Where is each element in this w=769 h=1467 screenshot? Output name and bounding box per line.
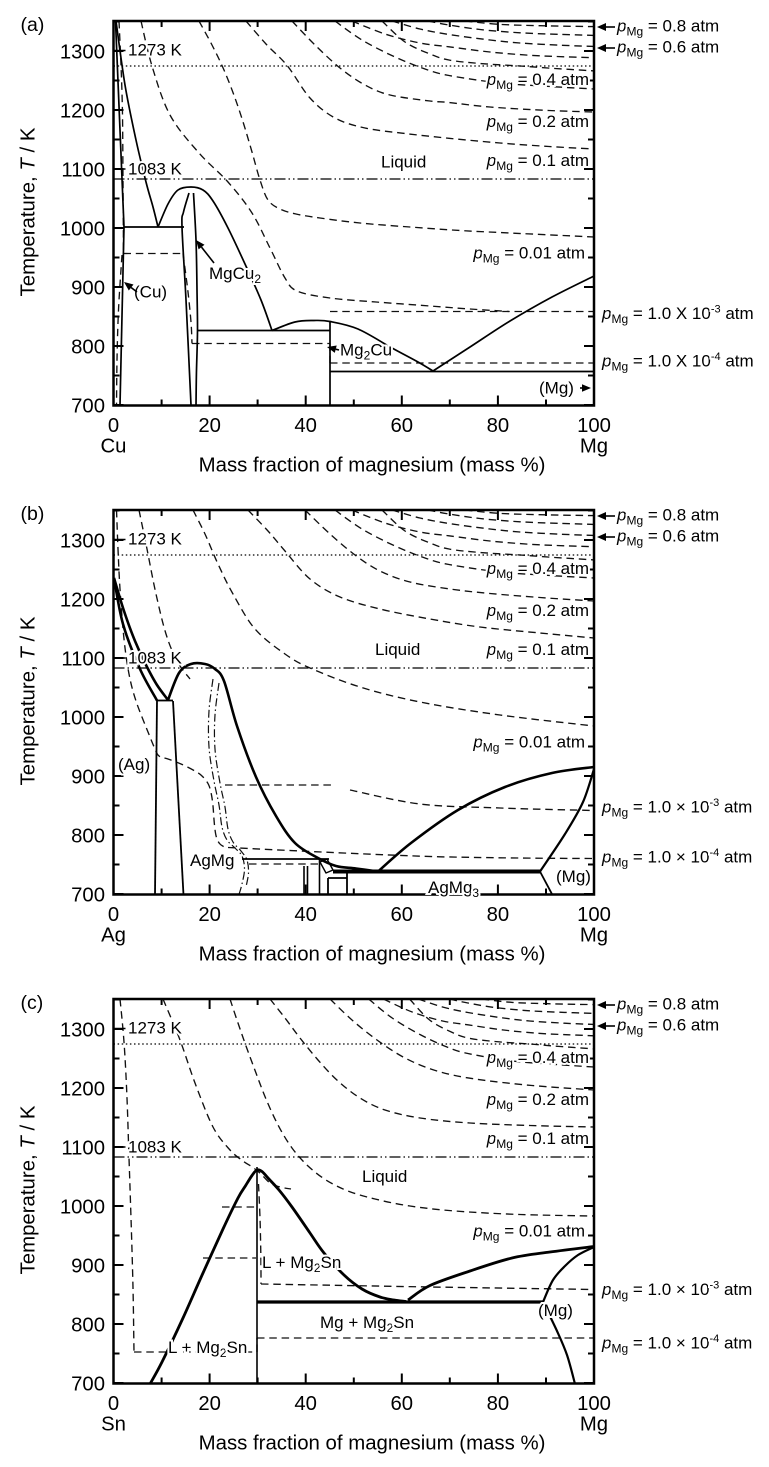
svg-text:(Cu): (Cu) — [134, 283, 167, 302]
svg-text:MgCu2​: MgCu2​ — [209, 264, 261, 286]
svg-text:pMg = 0.4 atm: pMg = 0.4 atm — [486, 559, 589, 581]
svg-text:Mg: Mg — [580, 1414, 608, 1436]
svg-text:1273 K: 1273 K — [128, 41, 183, 60]
svg-text:(Mg): (Mg) — [538, 1301, 573, 1320]
svg-text:(b): (b) — [21, 503, 45, 525]
svg-text:1000: 1000 — [60, 218, 105, 240]
svg-text:pMg = 0.2 atm: pMg = 0.2 atm — [486, 601, 589, 623]
svg-text:pMg = 0.8 atm: pMg = 0.8 atm — [616, 995, 719, 1017]
svg-text:1000: 1000 — [60, 1196, 105, 1218]
svg-text:(Mg): (Mg) — [539, 379, 574, 398]
svg-text:1300: 1300 — [60, 41, 105, 63]
svg-text:pMg = 0.6 atm: pMg = 0.6 atm — [616, 38, 719, 60]
svg-text:AgMg3​: AgMg3​ — [428, 878, 479, 900]
svg-text:700: 700 — [71, 395, 105, 417]
svg-text:60: 60 — [391, 1393, 414, 1415]
svg-text:pMg = 1.0 × 10-3 atm: pMg = 1.0 × 10-3 atm — [601, 1280, 752, 1303]
svg-text:Liquid: Liquid — [375, 640, 420, 659]
svg-text:(a): (a) — [21, 14, 45, 36]
svg-text:1200: 1200 — [60, 1078, 105, 1100]
svg-text:pMg = 0.1 atm: pMg = 0.1 atm — [486, 1129, 589, 1151]
svg-text:pMg = 1.0 × 10-4 atm: pMg = 1.0 × 10-4 atm — [601, 847, 752, 870]
svg-text:700: 700 — [71, 884, 105, 906]
svg-text:pMg = 0.6 atm: pMg = 0.6 atm — [616, 1016, 719, 1038]
svg-text:Sn: Sn — [101, 1414, 126, 1436]
svg-text:1083 K: 1083 K — [128, 160, 183, 179]
svg-text:pMg = 1.0 × 10-3 atm: pMg = 1.0 × 10-3 atm — [601, 797, 752, 820]
svg-text:1273 K: 1273 K — [128, 530, 183, 549]
svg-text:Mg + Mg2​Sn: Mg + Mg2​Sn — [320, 1313, 414, 1335]
svg-text:60: 60 — [391, 904, 414, 926]
svg-text:1083 K: 1083 K — [128, 1138, 183, 1157]
svg-text:pMg = 1.0 × 10-4 atm: pMg = 1.0 × 10-4 atm — [601, 1333, 752, 1356]
svg-text:Temperature, T / K: Temperature, T / K — [18, 616, 40, 785]
svg-text:pMg = 0.1 atm: pMg = 0.1 atm — [486, 151, 589, 173]
svg-text:Mass fraction of magnesium (ma: Mass fraction of magnesium (mass %) — [199, 1433, 546, 1455]
svg-text:L + Mg2​Sn: L + Mg2​Sn — [262, 1253, 341, 1275]
svg-text:Mg2​Cu: Mg2​Cu — [340, 341, 392, 363]
svg-text:800: 800 — [71, 336, 105, 358]
svg-text:40: 40 — [294, 904, 317, 926]
svg-text:700: 700 — [71, 1373, 105, 1395]
svg-text:pMg = 0.8 atm: pMg = 0.8 atm — [616, 506, 719, 528]
svg-text:80: 80 — [487, 415, 510, 437]
svg-text:100: 100 — [577, 415, 611, 437]
svg-text:pMg = 1.0 X 10-4 atm: pMg = 1.0 X 10-4 atm — [601, 351, 754, 374]
svg-text:900: 900 — [71, 1255, 105, 1277]
svg-text:900: 900 — [71, 277, 105, 299]
svg-text:Mg: Mg — [580, 925, 608, 947]
svg-text:L + Mg2​Sn: L + Mg2​Sn — [168, 1338, 247, 1360]
svg-text:1100: 1100 — [61, 1137, 105, 1159]
svg-text:1100: 1100 — [61, 159, 105, 181]
svg-text:20: 20 — [198, 415, 221, 437]
svg-text:1000: 1000 — [60, 707, 105, 729]
svg-text:pMg = 0.4 atm: pMg = 0.4 atm — [486, 70, 589, 92]
svg-text:Ag: Ag — [101, 925, 126, 947]
svg-text:(Mg): (Mg) — [556, 867, 591, 886]
svg-text:pMg = 0.2 atm: pMg = 0.2 atm — [486, 1090, 589, 1112]
svg-text:(c): (c) — [21, 992, 44, 1014]
svg-text:pMg = 0.8 atm: pMg = 0.8 atm — [616, 17, 719, 39]
svg-text:pMg = 0.1 atm: pMg = 0.1 atm — [486, 640, 589, 662]
svg-text:40: 40 — [294, 415, 317, 437]
svg-text:1273 K: 1273 K — [128, 1019, 183, 1038]
svg-text:Liquid: Liquid — [381, 153, 426, 172]
svg-text:20: 20 — [198, 1393, 221, 1415]
svg-text:pMg = 0.2 atm: pMg = 0.2 atm — [486, 112, 589, 134]
svg-text:1200: 1200 — [60, 589, 105, 611]
svg-text:1300: 1300 — [60, 1019, 105, 1041]
svg-text:100: 100 — [577, 904, 611, 926]
svg-text:1083 K: 1083 K — [128, 649, 183, 668]
svg-text:pMg = 1.0 X 10-3 atm: pMg = 1.0 X 10-3 atm — [601, 304, 754, 327]
svg-text:pMg = 0.01 atm: pMg = 0.01 atm — [472, 1222, 585, 1244]
svg-text:100: 100 — [577, 1393, 611, 1415]
svg-text:900: 900 — [71, 766, 105, 788]
svg-text:80: 80 — [487, 904, 510, 926]
svg-text:Temperature, T / K: Temperature, T / K — [18, 127, 40, 296]
svg-text:1300: 1300 — [60, 530, 105, 552]
svg-text:Liquid: Liquid — [362, 1167, 407, 1186]
svg-text:1100: 1100 — [61, 648, 105, 670]
svg-text:pMg = 0.01 atm: pMg = 0.01 atm — [472, 733, 585, 755]
svg-text:Mass fraction of magnesium (ma: Mass fraction of magnesium (mass %) — [199, 944, 546, 966]
svg-text:80: 80 — [487, 1393, 510, 1415]
svg-text:pMg = 0.01 atm: pMg = 0.01 atm — [472, 244, 585, 266]
svg-text:Cu: Cu — [101, 436, 127, 458]
svg-text:0: 0 — [108, 904, 119, 926]
svg-text:Mg: Mg — [580, 436, 608, 458]
svg-text:60: 60 — [391, 415, 414, 437]
svg-text:1200: 1200 — [60, 100, 105, 122]
svg-text:(Ag): (Ag) — [118, 755, 150, 774]
svg-text:Temperature, T / K: Temperature, T / K — [18, 1105, 40, 1274]
svg-text:Mass fraction of magnesium (ma: Mass fraction of magnesium (mass %) — [199, 455, 546, 477]
svg-text:800: 800 — [71, 1314, 105, 1336]
svg-text:800: 800 — [71, 825, 105, 847]
svg-text:40: 40 — [294, 1393, 317, 1415]
svg-text:0: 0 — [108, 1393, 119, 1415]
svg-text:AgMg: AgMg — [190, 851, 234, 870]
svg-text:pMg = 0.6 atm: pMg = 0.6 atm — [616, 527, 719, 549]
svg-text:pMg = 0.4 atm: pMg = 0.4 atm — [486, 1048, 589, 1070]
svg-text:20: 20 — [198, 904, 221, 926]
svg-text:0: 0 — [108, 415, 119, 437]
